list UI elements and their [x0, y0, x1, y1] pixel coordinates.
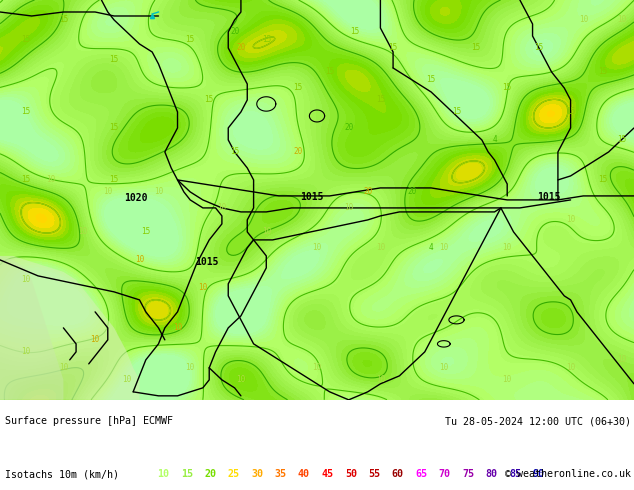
Text: 10: 10: [21, 347, 30, 356]
Text: 10: 10: [46, 175, 55, 184]
Text: 15: 15: [21, 107, 30, 117]
Text: 10: 10: [617, 355, 626, 365]
Text: 15: 15: [141, 227, 150, 236]
Text: 60: 60: [392, 469, 404, 479]
Text: 15: 15: [598, 175, 607, 184]
Text: 10: 10: [579, 16, 588, 24]
Text: 15: 15: [21, 175, 30, 184]
Text: 10: 10: [103, 187, 112, 196]
Text: 80: 80: [486, 469, 498, 479]
Text: 15: 15: [452, 107, 461, 117]
Text: 10: 10: [376, 375, 385, 384]
Text: 4: 4: [429, 244, 434, 252]
Text: 10: 10: [236, 375, 245, 384]
Text: 20: 20: [236, 44, 245, 52]
Text: 50: 50: [345, 469, 357, 479]
Text: 25: 25: [228, 469, 240, 479]
Text: 10: 10: [122, 375, 131, 384]
Text: 10: 10: [313, 364, 321, 372]
Text: 15: 15: [534, 44, 543, 52]
Text: 20: 20: [294, 147, 302, 156]
Text: 15: 15: [376, 96, 385, 104]
Text: 10: 10: [439, 364, 448, 372]
Text: 1020: 1020: [124, 193, 148, 203]
Text: 20: 20: [408, 187, 417, 196]
Text: Surface pressure [hPa] ECMWF: Surface pressure [hPa] ECMWF: [5, 416, 173, 426]
Text: 15: 15: [21, 35, 30, 45]
Text: 15: 15: [205, 96, 214, 104]
Text: 10: 10: [91, 335, 100, 344]
Text: Tu 28-05-2024 12:00 UTC (06+30): Tu 28-05-2024 12:00 UTC (06+30): [445, 416, 631, 426]
Text: 40: 40: [298, 469, 310, 479]
Text: 10: 10: [344, 203, 353, 213]
Text: 15: 15: [186, 35, 195, 45]
Text: 65: 65: [415, 469, 427, 479]
Text: 10: 10: [198, 283, 207, 293]
Polygon shape: [0, 256, 139, 400]
Text: 15: 15: [389, 44, 398, 52]
Text: 35: 35: [275, 469, 287, 479]
Text: 10: 10: [376, 244, 385, 252]
Text: 15: 15: [59, 16, 68, 24]
Text: 15: 15: [351, 27, 359, 36]
Text: 15: 15: [230, 147, 239, 156]
Text: 85: 85: [509, 469, 521, 479]
Polygon shape: [0, 256, 63, 400]
Text: Isotachs 10m (km/h): Isotachs 10m (km/h): [5, 469, 119, 479]
Text: 15: 15: [110, 55, 119, 65]
Text: 15: 15: [598, 68, 607, 76]
Text: 15: 15: [325, 68, 334, 76]
Text: 15: 15: [294, 83, 302, 93]
Text: 75: 75: [462, 469, 474, 479]
Text: 1015: 1015: [195, 257, 219, 267]
Text: 10: 10: [566, 364, 575, 372]
Text: 45: 45: [321, 469, 333, 479]
Text: 15: 15: [427, 75, 436, 84]
Text: 10: 10: [617, 16, 626, 24]
Text: 10: 10: [186, 364, 195, 372]
Text: 10: 10: [217, 203, 226, 213]
Text: 4: 4: [492, 135, 497, 145]
Text: 20: 20: [230, 27, 239, 36]
Text: 20: 20: [344, 123, 353, 132]
Text: 70: 70: [439, 469, 451, 479]
Text: 10: 10: [21, 275, 30, 284]
Text: 15: 15: [262, 35, 271, 45]
Text: 10: 10: [503, 244, 512, 252]
Text: 30: 30: [251, 469, 263, 479]
Text: 90: 90: [533, 469, 545, 479]
Text: 15: 15: [503, 83, 512, 93]
Text: 10: 10: [313, 244, 321, 252]
Text: 10: 10: [173, 323, 182, 332]
Text: 10: 10: [262, 227, 271, 236]
Text: 10: 10: [503, 375, 512, 384]
Text: 1015: 1015: [536, 192, 560, 202]
Text: 10: 10: [566, 216, 575, 224]
Text: © weatheronline.co.uk: © weatheronline.co.uk: [505, 469, 631, 479]
Text: 1015: 1015: [300, 192, 324, 202]
Text: 10: 10: [59, 364, 68, 372]
Text: 10: 10: [135, 255, 144, 265]
Text: 15: 15: [617, 135, 626, 145]
Text: 15: 15: [181, 469, 193, 479]
Text: 10: 10: [78, 227, 87, 236]
Text: 10: 10: [439, 244, 448, 252]
Text: 10: 10: [154, 187, 163, 196]
Text: 10: 10: [157, 469, 169, 479]
Text: 20: 20: [363, 187, 372, 196]
Text: 55: 55: [368, 469, 380, 479]
Text: 15: 15: [110, 175, 119, 184]
Text: 15: 15: [110, 123, 119, 132]
Text: 20: 20: [204, 469, 216, 479]
Text: 15: 15: [566, 107, 575, 117]
Text: 15: 15: [471, 44, 480, 52]
